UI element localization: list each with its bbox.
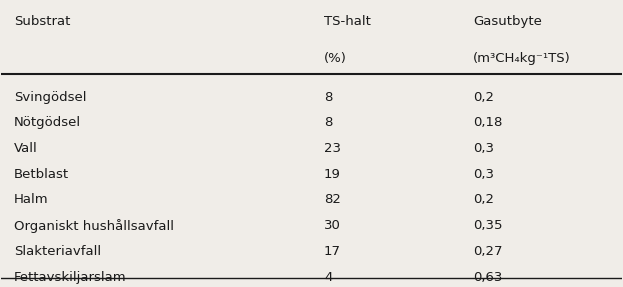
Text: 0,2: 0,2 bbox=[473, 91, 494, 104]
Text: Nötgödsel: Nötgödsel bbox=[14, 117, 81, 129]
Text: (%): (%) bbox=[324, 52, 347, 65]
Text: Gasutbyte: Gasutbyte bbox=[473, 15, 541, 28]
Text: 0,3: 0,3 bbox=[473, 168, 494, 181]
Text: Halm: Halm bbox=[14, 193, 49, 206]
Text: 23: 23 bbox=[324, 142, 341, 155]
Text: Svingödsel: Svingödsel bbox=[14, 91, 87, 104]
Text: 0,63: 0,63 bbox=[473, 271, 502, 284]
Text: 17: 17 bbox=[324, 245, 341, 258]
Text: 8: 8 bbox=[324, 91, 332, 104]
Text: 19: 19 bbox=[324, 168, 341, 181]
Text: Substrat: Substrat bbox=[14, 15, 70, 28]
Text: Betblast: Betblast bbox=[14, 168, 69, 181]
Text: 30: 30 bbox=[324, 219, 341, 232]
Text: 8: 8 bbox=[324, 117, 332, 129]
Text: 0,27: 0,27 bbox=[473, 245, 502, 258]
Text: 82: 82 bbox=[324, 193, 341, 206]
Text: (m³CH₄kg⁻¹TS): (m³CH₄kg⁻¹TS) bbox=[473, 52, 571, 65]
Text: 0,3: 0,3 bbox=[473, 142, 494, 155]
Text: Slakteriavfall: Slakteriavfall bbox=[14, 245, 101, 258]
Text: Organiskt hushållsavfall: Organiskt hushållsavfall bbox=[14, 219, 174, 233]
Text: 0,2: 0,2 bbox=[473, 193, 494, 206]
Text: Fettavskiljarslam: Fettavskiljarslam bbox=[14, 271, 126, 284]
Text: 0,18: 0,18 bbox=[473, 117, 502, 129]
Text: 0,35: 0,35 bbox=[473, 219, 502, 232]
Text: Vall: Vall bbox=[14, 142, 37, 155]
Text: TS-halt: TS-halt bbox=[324, 15, 371, 28]
Text: 4: 4 bbox=[324, 271, 332, 284]
